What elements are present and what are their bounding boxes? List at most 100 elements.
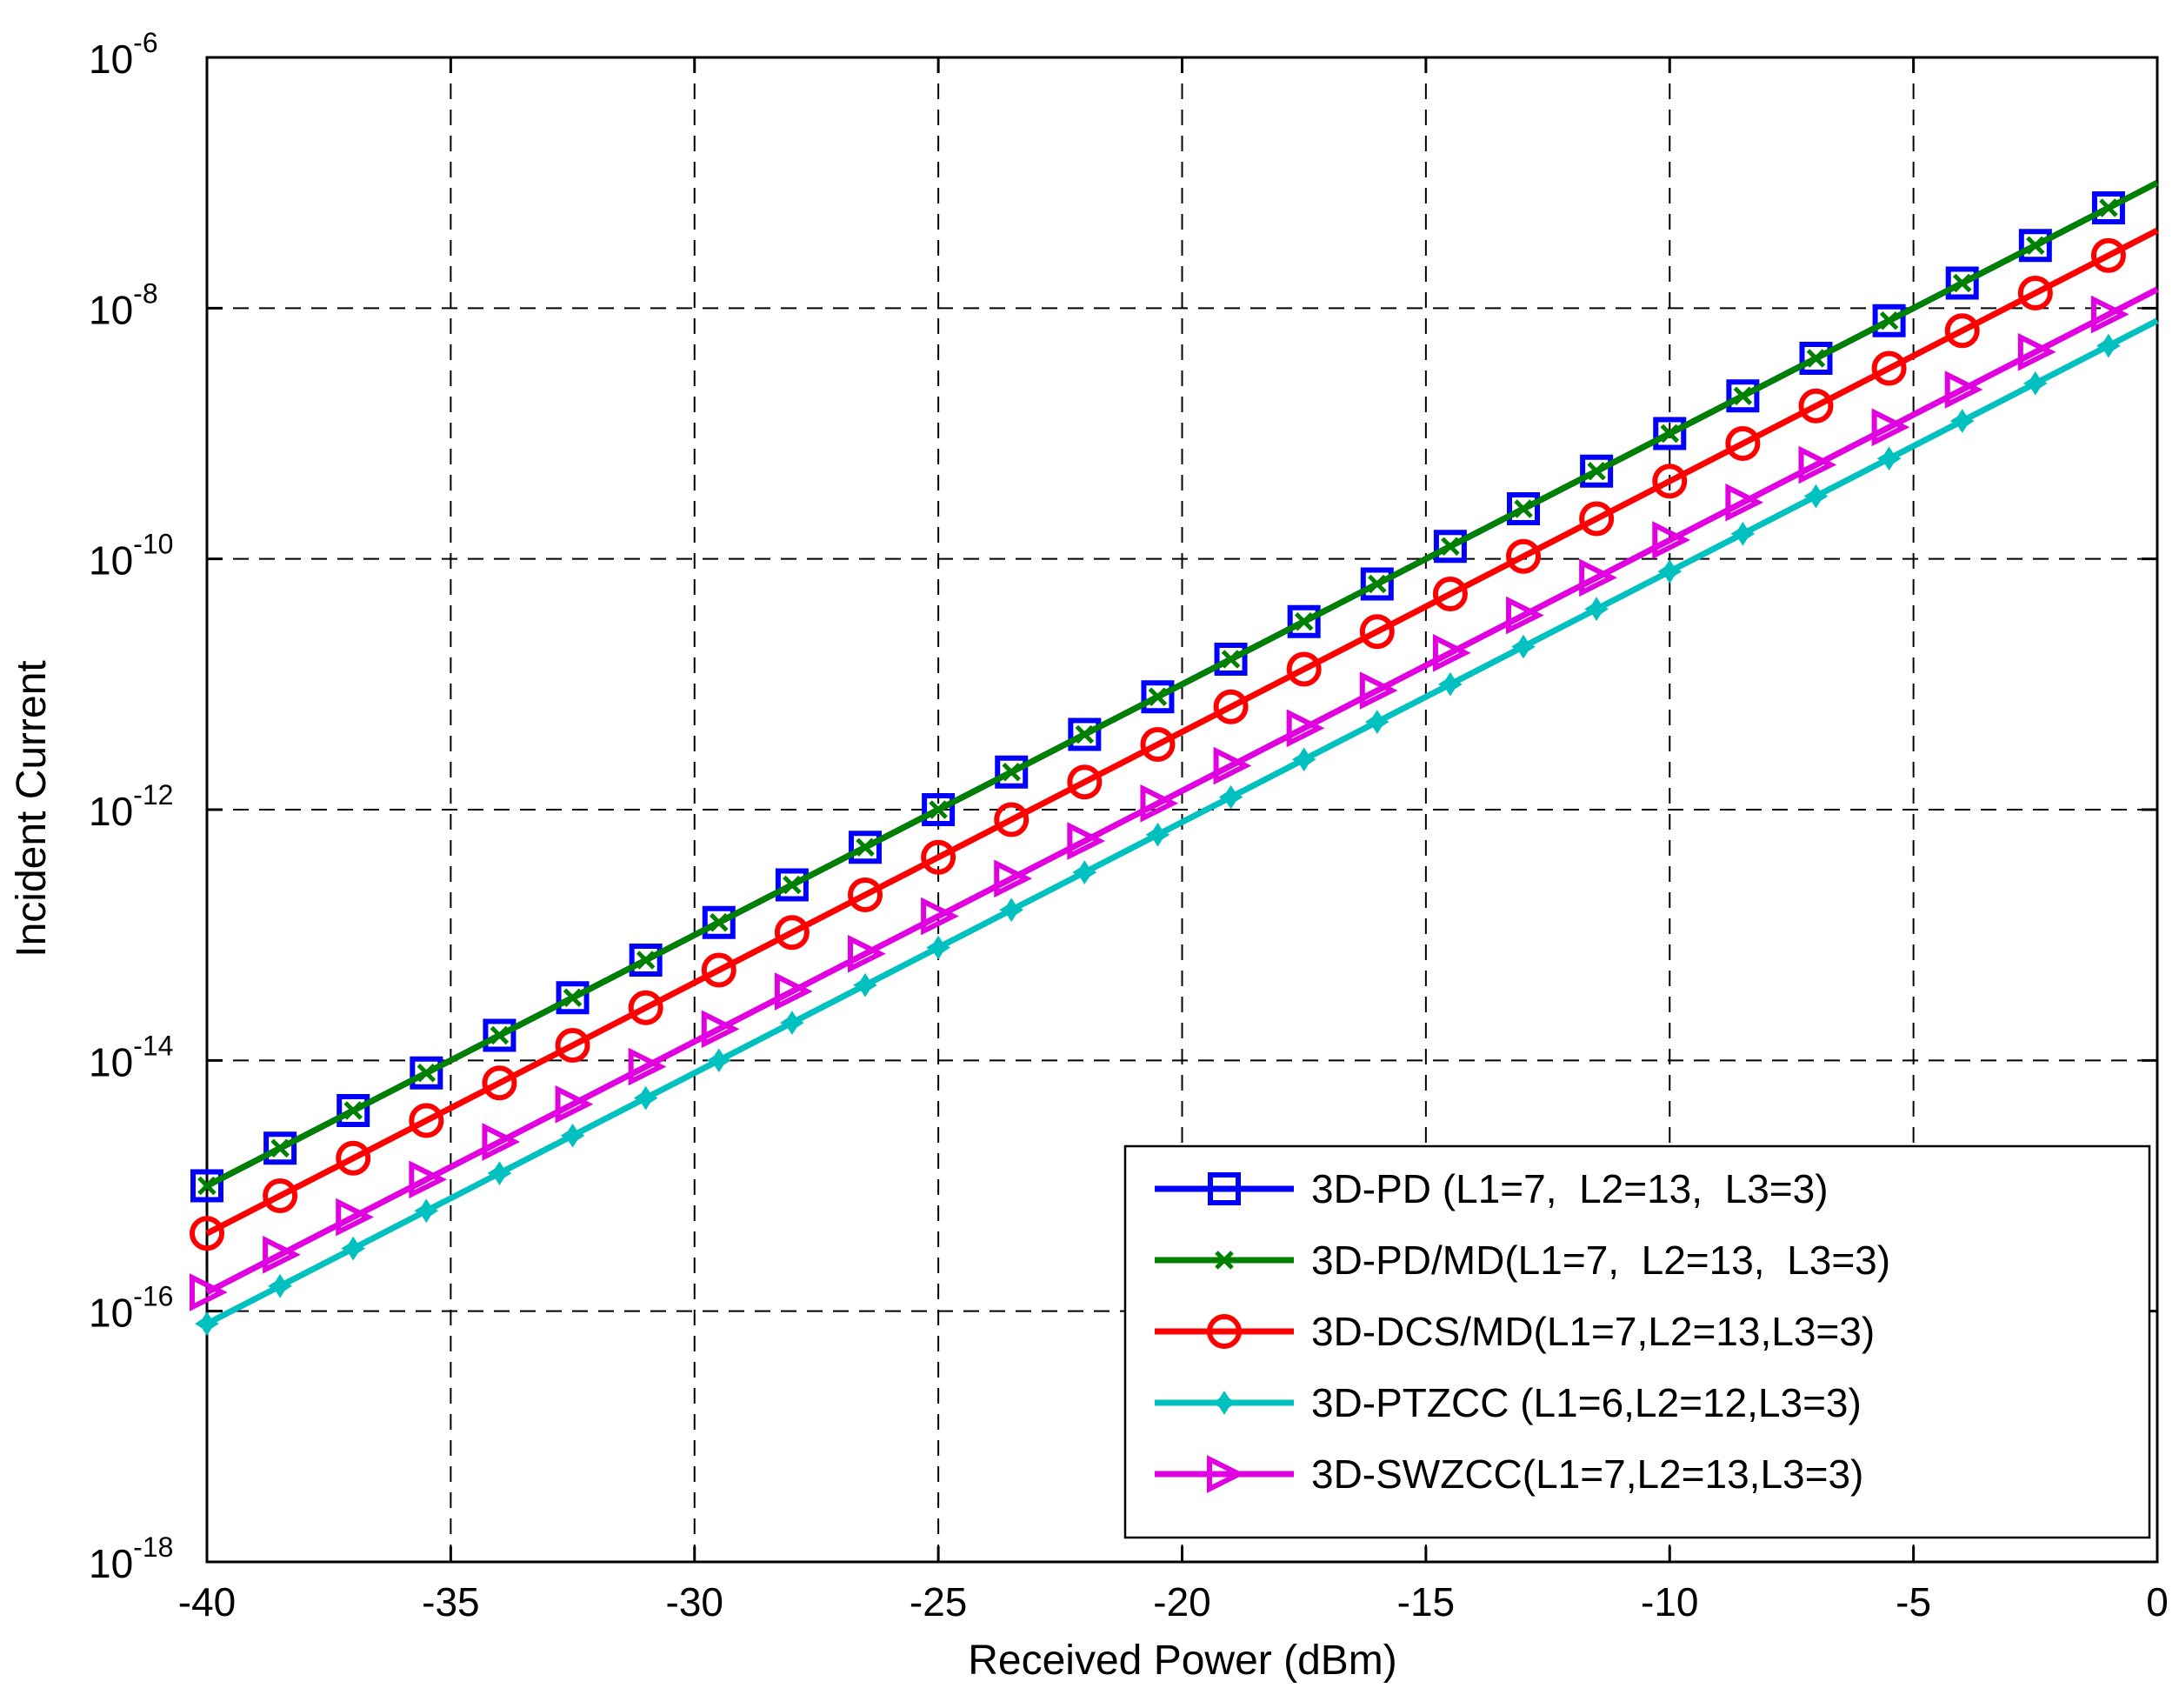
y-tick-exponent: -12 [133,779,173,811]
data-point [560,1123,585,1148]
y-tick-exponent: -6 [133,27,157,58]
data-point [1944,313,1980,349]
legend-entry: 3D-PD/MD(L1=7, L2=13, L3=3) [1155,1238,1890,1283]
legend-label: 3D-SWZCC(L1=7,L2=13,L3=3) [1311,1451,1863,1497]
data-point [636,951,656,970]
data-point [1432,633,1471,672]
data-point [1433,530,1467,564]
data-point [1945,266,1979,300]
x-tick-label: 0 [2146,1579,2169,1625]
data-point [2022,370,2048,396]
data-point [2026,236,2045,256]
data-point [1653,417,1687,450]
data-point [1067,822,1106,860]
legend-marker [1215,1251,1234,1270]
data-point [1438,671,1463,697]
y-tick-exponent: -18 [133,1531,173,1563]
data-point [853,972,877,997]
y-tick-base: 10 [89,37,133,82]
data-point [336,1198,374,1237]
data-point [1286,709,1325,748]
legend-marker [1207,1455,1245,1493]
data-point [1072,860,1097,884]
data-point [1506,538,1542,574]
legend-marker [1207,1314,1242,1349]
data-point [1725,483,1764,522]
data-point [1140,727,1176,763]
y-axis-label: Incident Current [9,660,55,957]
data-point [263,1235,301,1274]
y-tick-base: 10 [89,1039,133,1084]
y-tick-label: 10-6 [89,27,158,82]
data-point [1221,650,1241,669]
y-tick-base: 10 [89,1541,133,1586]
data-point [1140,784,1179,823]
data-point [1287,604,1321,638]
data-point [1432,577,1468,612]
data-point [1286,651,1322,687]
data-point [1730,521,1756,546]
data-point [1579,558,1617,597]
data-point [1652,464,1688,499]
x-tick-label: -15 [1397,1579,1455,1625]
legend-marker [1212,1391,1236,1415]
data-point [416,1063,436,1083]
legend-label: 3D-PTZCC (L1=6,L2=12,L3=3) [1311,1380,1862,1425]
data-point [270,1138,290,1158]
data-point [994,802,1030,837]
data-point [848,877,883,913]
data-point [856,837,875,857]
y-tick-exponent: -10 [133,529,173,560]
y-tick-base: 10 [89,287,133,332]
y-tick-label: 10-10 [89,529,173,584]
data-point [1733,386,1753,406]
data-point [2096,333,2121,358]
legend-label: 3D-PD/MD(L1=7, L2=13, L3=3) [1311,1238,1890,1283]
y-tick-base: 10 [89,538,133,584]
series-group [190,180,2159,1336]
data-point [409,1103,444,1138]
data-point [555,1028,590,1064]
data-point [1145,822,1170,847]
axis-ticks [205,56,2159,1564]
data-point [1514,499,1533,518]
data-point [1580,454,1614,488]
data-point [1876,446,1902,471]
data-point [780,1011,804,1035]
y-tick-base: 10 [89,789,133,834]
data-point [710,912,729,932]
legend-label: 3D-DCS/MD(L1=7,L2=13,L3=3) [1311,1309,1875,1354]
data-point [774,915,810,951]
x-tick-label: -25 [910,1579,967,1625]
data-point [563,988,583,1008]
x-tick-label: -30 [666,1579,723,1625]
data-point [2017,276,2053,311]
x-tick-label: -10 [1641,1579,1698,1625]
series-line [205,317,2159,1327]
series-1 [197,180,2159,1196]
data-point [628,1047,667,1086]
legend-box [1123,1144,2151,1539]
data-point [1148,687,1168,707]
legend-marker [1208,1172,1241,1205]
data-point [337,1094,370,1127]
data-point [483,1018,516,1052]
data-point [268,1273,292,1298]
data-point [1949,409,1975,433]
data-point [2099,198,2118,217]
data-point [995,755,1029,789]
data-point [1587,461,1606,481]
data-point [1068,717,1102,751]
data-point [1803,484,1829,509]
series-4 [190,286,2159,1311]
data-point [1872,304,1906,337]
data-point [994,859,1032,898]
data-point [2017,332,2056,371]
data-point [410,1056,443,1090]
data-point [1652,521,1690,559]
data-point [409,1160,448,1199]
data-point [1879,310,1899,330]
data-point [629,944,663,977]
